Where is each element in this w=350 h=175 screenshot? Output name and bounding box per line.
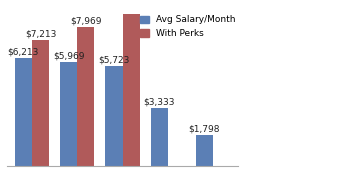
Text: $3,333: $3,333 — [144, 97, 175, 107]
Text: $5,723: $5,723 — [98, 56, 130, 65]
Bar — [32, 40, 49, 166]
Bar — [105, 66, 122, 166]
Text: $7,969: $7,969 — [70, 16, 101, 25]
Bar — [15, 58, 32, 166]
Legend: Avg Salary/Month, With Perks: Avg Salary/Month, With Perks — [136, 12, 239, 42]
Bar — [150, 108, 168, 166]
Text: $7,213: $7,213 — [25, 30, 56, 39]
Text: $6,213: $6,213 — [8, 47, 39, 56]
Bar — [122, 0, 140, 166]
Text: $5,969: $5,969 — [53, 51, 84, 60]
Bar — [77, 27, 94, 166]
Bar — [60, 62, 77, 166]
Text: $1,798: $1,798 — [189, 124, 220, 133]
Bar — [196, 135, 213, 166]
